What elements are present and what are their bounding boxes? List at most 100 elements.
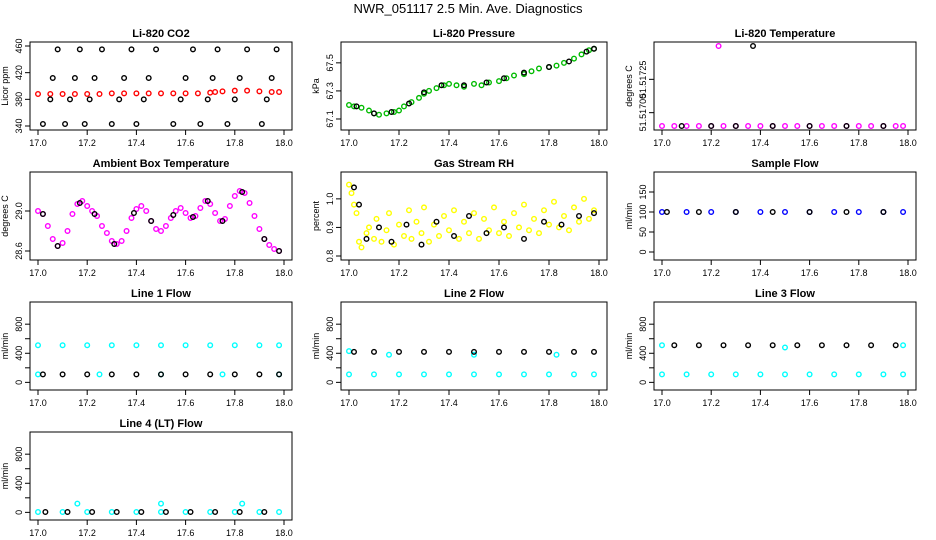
y-tick-label: 50 <box>638 227 648 237</box>
data-point <box>426 238 433 245</box>
x-tick-label: 17.4 <box>440 268 458 278</box>
data-point <box>276 342 283 349</box>
data-point <box>59 371 66 378</box>
data-point <box>113 509 120 516</box>
data-point <box>47 96 54 103</box>
x-tick-label: 17.8 <box>850 268 868 278</box>
y-tick-label: 100 <box>638 204 648 219</box>
data-point <box>76 199 83 206</box>
y-tick-label: 800 <box>325 317 335 332</box>
data-point <box>268 74 275 81</box>
data-point <box>108 342 115 349</box>
data-point <box>516 224 523 231</box>
data-point <box>745 342 752 349</box>
plot-frame <box>29 171 293 261</box>
data-point <box>581 195 588 202</box>
data-point <box>446 348 453 355</box>
data-point <box>157 371 164 378</box>
x-tick-label: 17.4 <box>128 268 146 278</box>
y-tick-label: 1.0 <box>325 193 335 206</box>
data-point <box>47 90 54 97</box>
data-point <box>683 208 690 215</box>
x-tick-label: 18.0 <box>899 398 917 408</box>
data-point <box>35 371 42 378</box>
data-point <box>351 201 358 208</box>
y-tick-label: 150 <box>638 184 648 199</box>
data-point <box>396 348 403 355</box>
data-point <box>256 342 263 349</box>
data-point <box>496 348 503 355</box>
chart-title: Line 3 Flow <box>755 288 815 300</box>
data-point <box>769 122 776 129</box>
y-tick-label: 0 <box>14 510 24 515</box>
data-point <box>553 62 560 69</box>
data-point <box>566 227 573 234</box>
data-point <box>182 509 189 516</box>
data-point <box>373 215 380 222</box>
x-tick-label: 18.0 <box>590 268 608 278</box>
data-point <box>466 212 473 219</box>
data-point <box>346 181 353 188</box>
data-point <box>511 72 518 79</box>
data-point <box>561 212 568 219</box>
data-point <box>121 74 128 81</box>
y-axis-label: degrees C <box>624 65 634 107</box>
data-point <box>806 371 813 378</box>
data-point <box>769 208 776 215</box>
data-point <box>732 208 739 215</box>
data-point <box>236 509 243 516</box>
data-point <box>197 120 204 127</box>
x-tick-label: 17.6 <box>801 398 819 408</box>
data-point <box>769 342 776 349</box>
data-point <box>231 509 238 516</box>
y-tick-label: 800 <box>14 447 24 462</box>
plot-frame <box>340 171 608 261</box>
data-point <box>708 122 715 129</box>
x-tick-label: 18.0 <box>275 268 293 278</box>
data-point <box>346 348 353 355</box>
data-point <box>138 509 145 516</box>
series-line_flow <box>35 342 283 378</box>
data-point <box>406 207 413 214</box>
y-tick-label: 400 <box>325 346 335 361</box>
data-point <box>501 75 508 82</box>
data-point <box>528 68 535 75</box>
data-point <box>426 87 433 94</box>
data-point <box>35 90 42 97</box>
data-point <box>66 96 73 103</box>
data-point <box>108 509 115 516</box>
data-point <box>659 342 666 349</box>
series-reference <box>39 188 283 254</box>
data-point <box>351 184 358 191</box>
data-point <box>855 122 862 129</box>
data-point <box>251 212 258 219</box>
y-axis-label: ml/min <box>0 463 10 490</box>
data-point <box>471 351 478 358</box>
data-point <box>143 207 150 214</box>
data-point <box>39 371 46 378</box>
data-point <box>732 122 739 129</box>
y-tick-label: 51.51725 <box>638 61 648 99</box>
data-point <box>130 209 137 216</box>
data-point <box>231 192 238 199</box>
x-tick-label: 17.2 <box>390 398 408 408</box>
data-point <box>546 371 553 378</box>
data-point <box>553 351 560 358</box>
data-point <box>187 509 194 516</box>
data-point <box>561 59 568 66</box>
data-point <box>831 122 838 129</box>
data-point <box>153 46 160 53</box>
data-point <box>113 240 120 247</box>
data-point <box>413 218 420 225</box>
x-tick-label: 17.6 <box>801 138 819 148</box>
data-point <box>782 122 789 129</box>
plot-frame <box>29 431 293 521</box>
data-point <box>383 110 390 117</box>
data-point <box>145 74 152 81</box>
data-point <box>401 103 408 110</box>
data-point <box>695 208 702 215</box>
data-point <box>892 122 899 129</box>
data-point <box>356 238 363 245</box>
data-point <box>418 241 425 248</box>
data-point <box>421 204 428 211</box>
